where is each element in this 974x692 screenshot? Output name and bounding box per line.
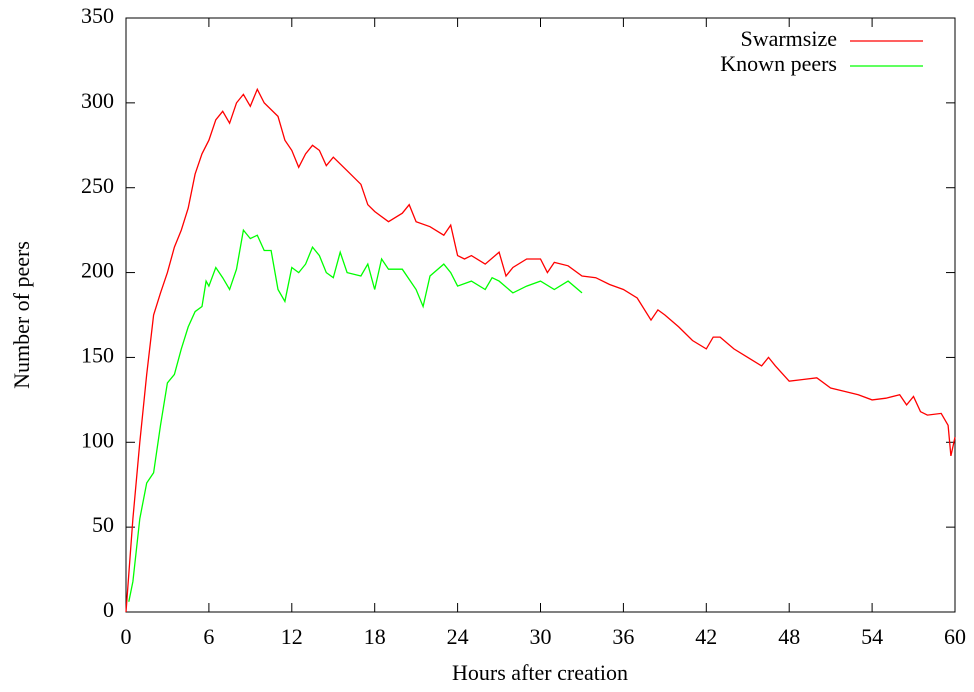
legend-label: Known peers <box>720 51 837 76</box>
x-tick-label: 18 <box>364 624 386 649</box>
x-tick-label: 6 <box>203 624 214 649</box>
y-tick-label: 250 <box>81 173 114 198</box>
data-line <box>128 228 583 602</box>
x-tick-label: 0 <box>121 624 132 649</box>
y-tick-label: 150 <box>81 342 114 367</box>
plot-frame <box>125 17 956 613</box>
y-tick-label: 200 <box>81 258 114 283</box>
x-tick-label: 36 <box>612 624 634 649</box>
x-tick-label: 42 <box>695 624 717 649</box>
y-tick-label: 100 <box>81 427 114 452</box>
y-tick-label: 300 <box>81 88 114 113</box>
x-tick-label: 30 <box>530 624 552 649</box>
legend-label: Swarmsize <box>740 26 837 51</box>
x-tick-label: 60 <box>944 624 966 649</box>
x-tick-label: 12 <box>281 624 303 649</box>
x-axis-label: Hours after creation <box>452 660 628 685</box>
y-tick-label: 350 <box>81 3 114 28</box>
data-line <box>125 87 956 613</box>
x-tick-label: 48 <box>778 624 800 649</box>
y-tick-label: 0 <box>103 597 114 622</box>
y-axis-label: Number of peers <box>9 241 34 389</box>
x-tick-label: 54 <box>861 624 883 649</box>
y-tick-label: 50 <box>92 512 114 537</box>
x-tick-label: 24 <box>447 624 469 649</box>
